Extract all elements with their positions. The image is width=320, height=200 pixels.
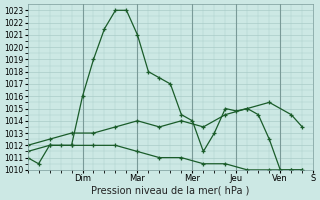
X-axis label: Pression niveau de la mer( hPa ): Pression niveau de la mer( hPa ): [91, 186, 250, 196]
